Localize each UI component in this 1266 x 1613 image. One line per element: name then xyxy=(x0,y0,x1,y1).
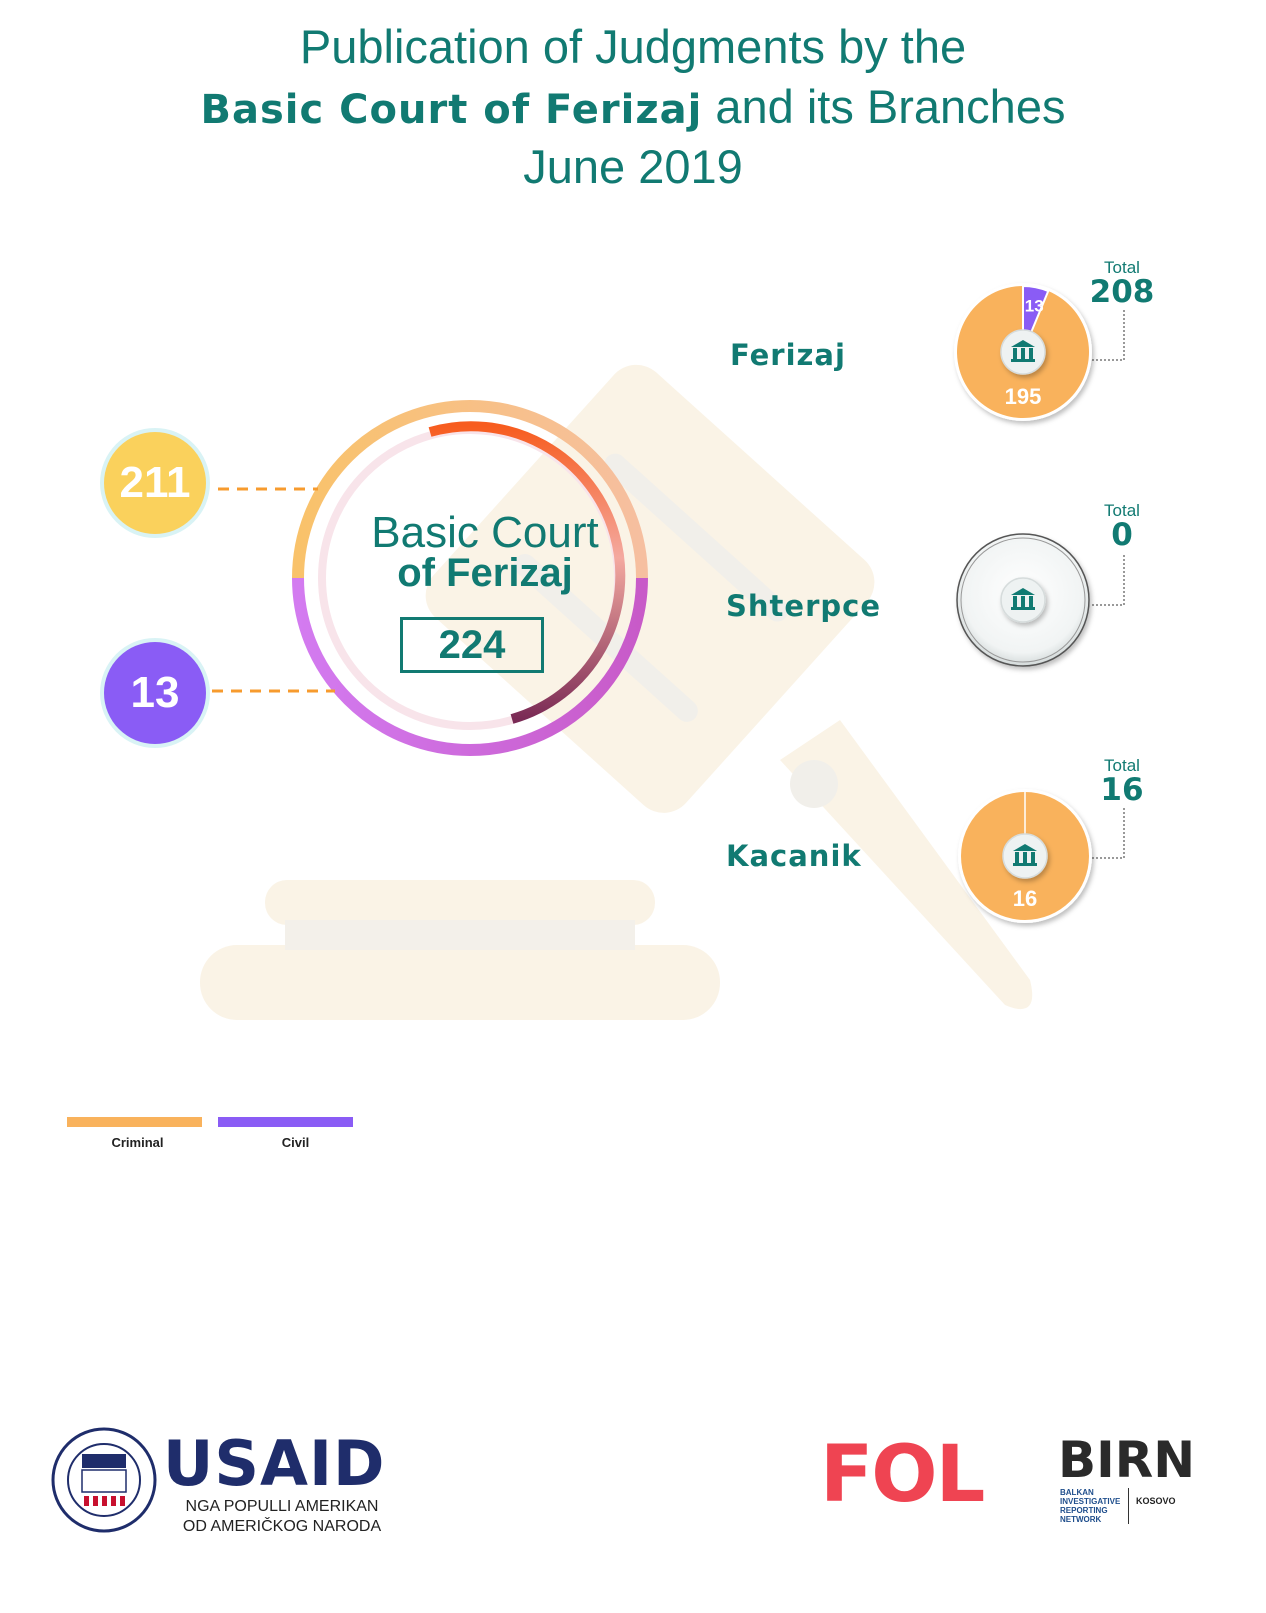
title-line-1: Publication of Judgments by the xyxy=(299,20,967,73)
shterpce-total-value: 0 xyxy=(1111,517,1133,553)
branch-name-kacanik: Kacanik xyxy=(726,839,862,873)
main-court-name-line-2: of Ferizaj xyxy=(397,551,573,595)
ferizaj-civil-value-label: 13 xyxy=(1025,296,1044,315)
ferizaj-total-label: Total xyxy=(1104,258,1140,277)
criminal-count-bubble: 211 xyxy=(104,432,206,534)
inner-ring-arc xyxy=(428,421,626,724)
ferizaj-criminal-value-label: 195 xyxy=(1005,384,1042,409)
usaid-tagline-1: NGA POPULLI AMERIKAN xyxy=(185,1498,379,1515)
branch-name-ferizaj: Ferizaj xyxy=(730,338,846,372)
shterpce-total-leader xyxy=(1090,555,1125,606)
kacanik-pie: 16 xyxy=(958,789,1092,923)
main-court-total: 224 xyxy=(400,617,544,673)
kacanik-pie-area: 16 xyxy=(958,789,1125,923)
usaid-logo-text: USAID xyxy=(163,1432,386,1496)
title-branches-text: and its Branches xyxy=(702,80,1066,133)
birn-country: KOSOVO xyxy=(1136,1496,1176,1506)
kacanik-total-value: 16 xyxy=(1100,772,1144,808)
usaid-tagline-2: OD AMERIČKOG NARODA xyxy=(182,1518,382,1535)
ferizaj-total-value: 208 xyxy=(1089,274,1155,310)
birn-tagline: BALKAN INVESTIGATIVE REPORTING NETWORK xyxy=(1060,1488,1121,1524)
outer-ring-top xyxy=(292,400,648,579)
ferizaj-total-leader xyxy=(1090,310,1125,361)
kacanik-total-label: Total xyxy=(1104,756,1140,775)
outer-ring-bottom xyxy=(292,577,648,756)
legend-civil-label: Civil xyxy=(281,1135,310,1150)
title-court-name: Basic Court of Ferizaj xyxy=(200,87,703,133)
branch-name-shterpce: Shterpce xyxy=(726,589,881,623)
kacanik-total-leader xyxy=(1090,808,1125,859)
ferizaj-court-icon xyxy=(1000,329,1046,375)
shterpce-pie xyxy=(956,533,1090,667)
title-date: June 2019 xyxy=(523,140,743,193)
main-court-ring-chart xyxy=(292,400,648,756)
shterpce-empty-pie-inner xyxy=(960,537,1086,663)
legend-criminal-label: Criminal xyxy=(111,1135,164,1150)
legend-criminal-swatch xyxy=(67,1117,202,1127)
shterpce-total-label: Total xyxy=(1104,501,1140,520)
legend-civil-swatch xyxy=(218,1117,353,1127)
fol-logo: FOL xyxy=(820,1430,985,1520)
kacanik-court-icon xyxy=(1002,833,1048,879)
ferizaj-pie: 195 13 xyxy=(954,283,1092,421)
kacanik-criminal-value-label: 16 xyxy=(1013,886,1037,911)
bubble-connectors xyxy=(212,487,335,693)
main-court-name-line-1: Basic Court xyxy=(371,508,599,557)
ferizaj-shterpce-pies: 195 13 xyxy=(954,283,1125,667)
birn-divider xyxy=(1128,1488,1129,1524)
shterpce-court-icon xyxy=(1000,577,1046,623)
title-line-2: Basic Court of Ferizaj and its Branches xyxy=(0,76,1266,141)
usaid-word: USAID xyxy=(163,1427,386,1500)
civil-count-bubble: 13 xyxy=(104,642,206,744)
birn-logo: BIRN xyxy=(1058,1431,1196,1489)
usaid-seal-logo xyxy=(51,1427,157,1533)
